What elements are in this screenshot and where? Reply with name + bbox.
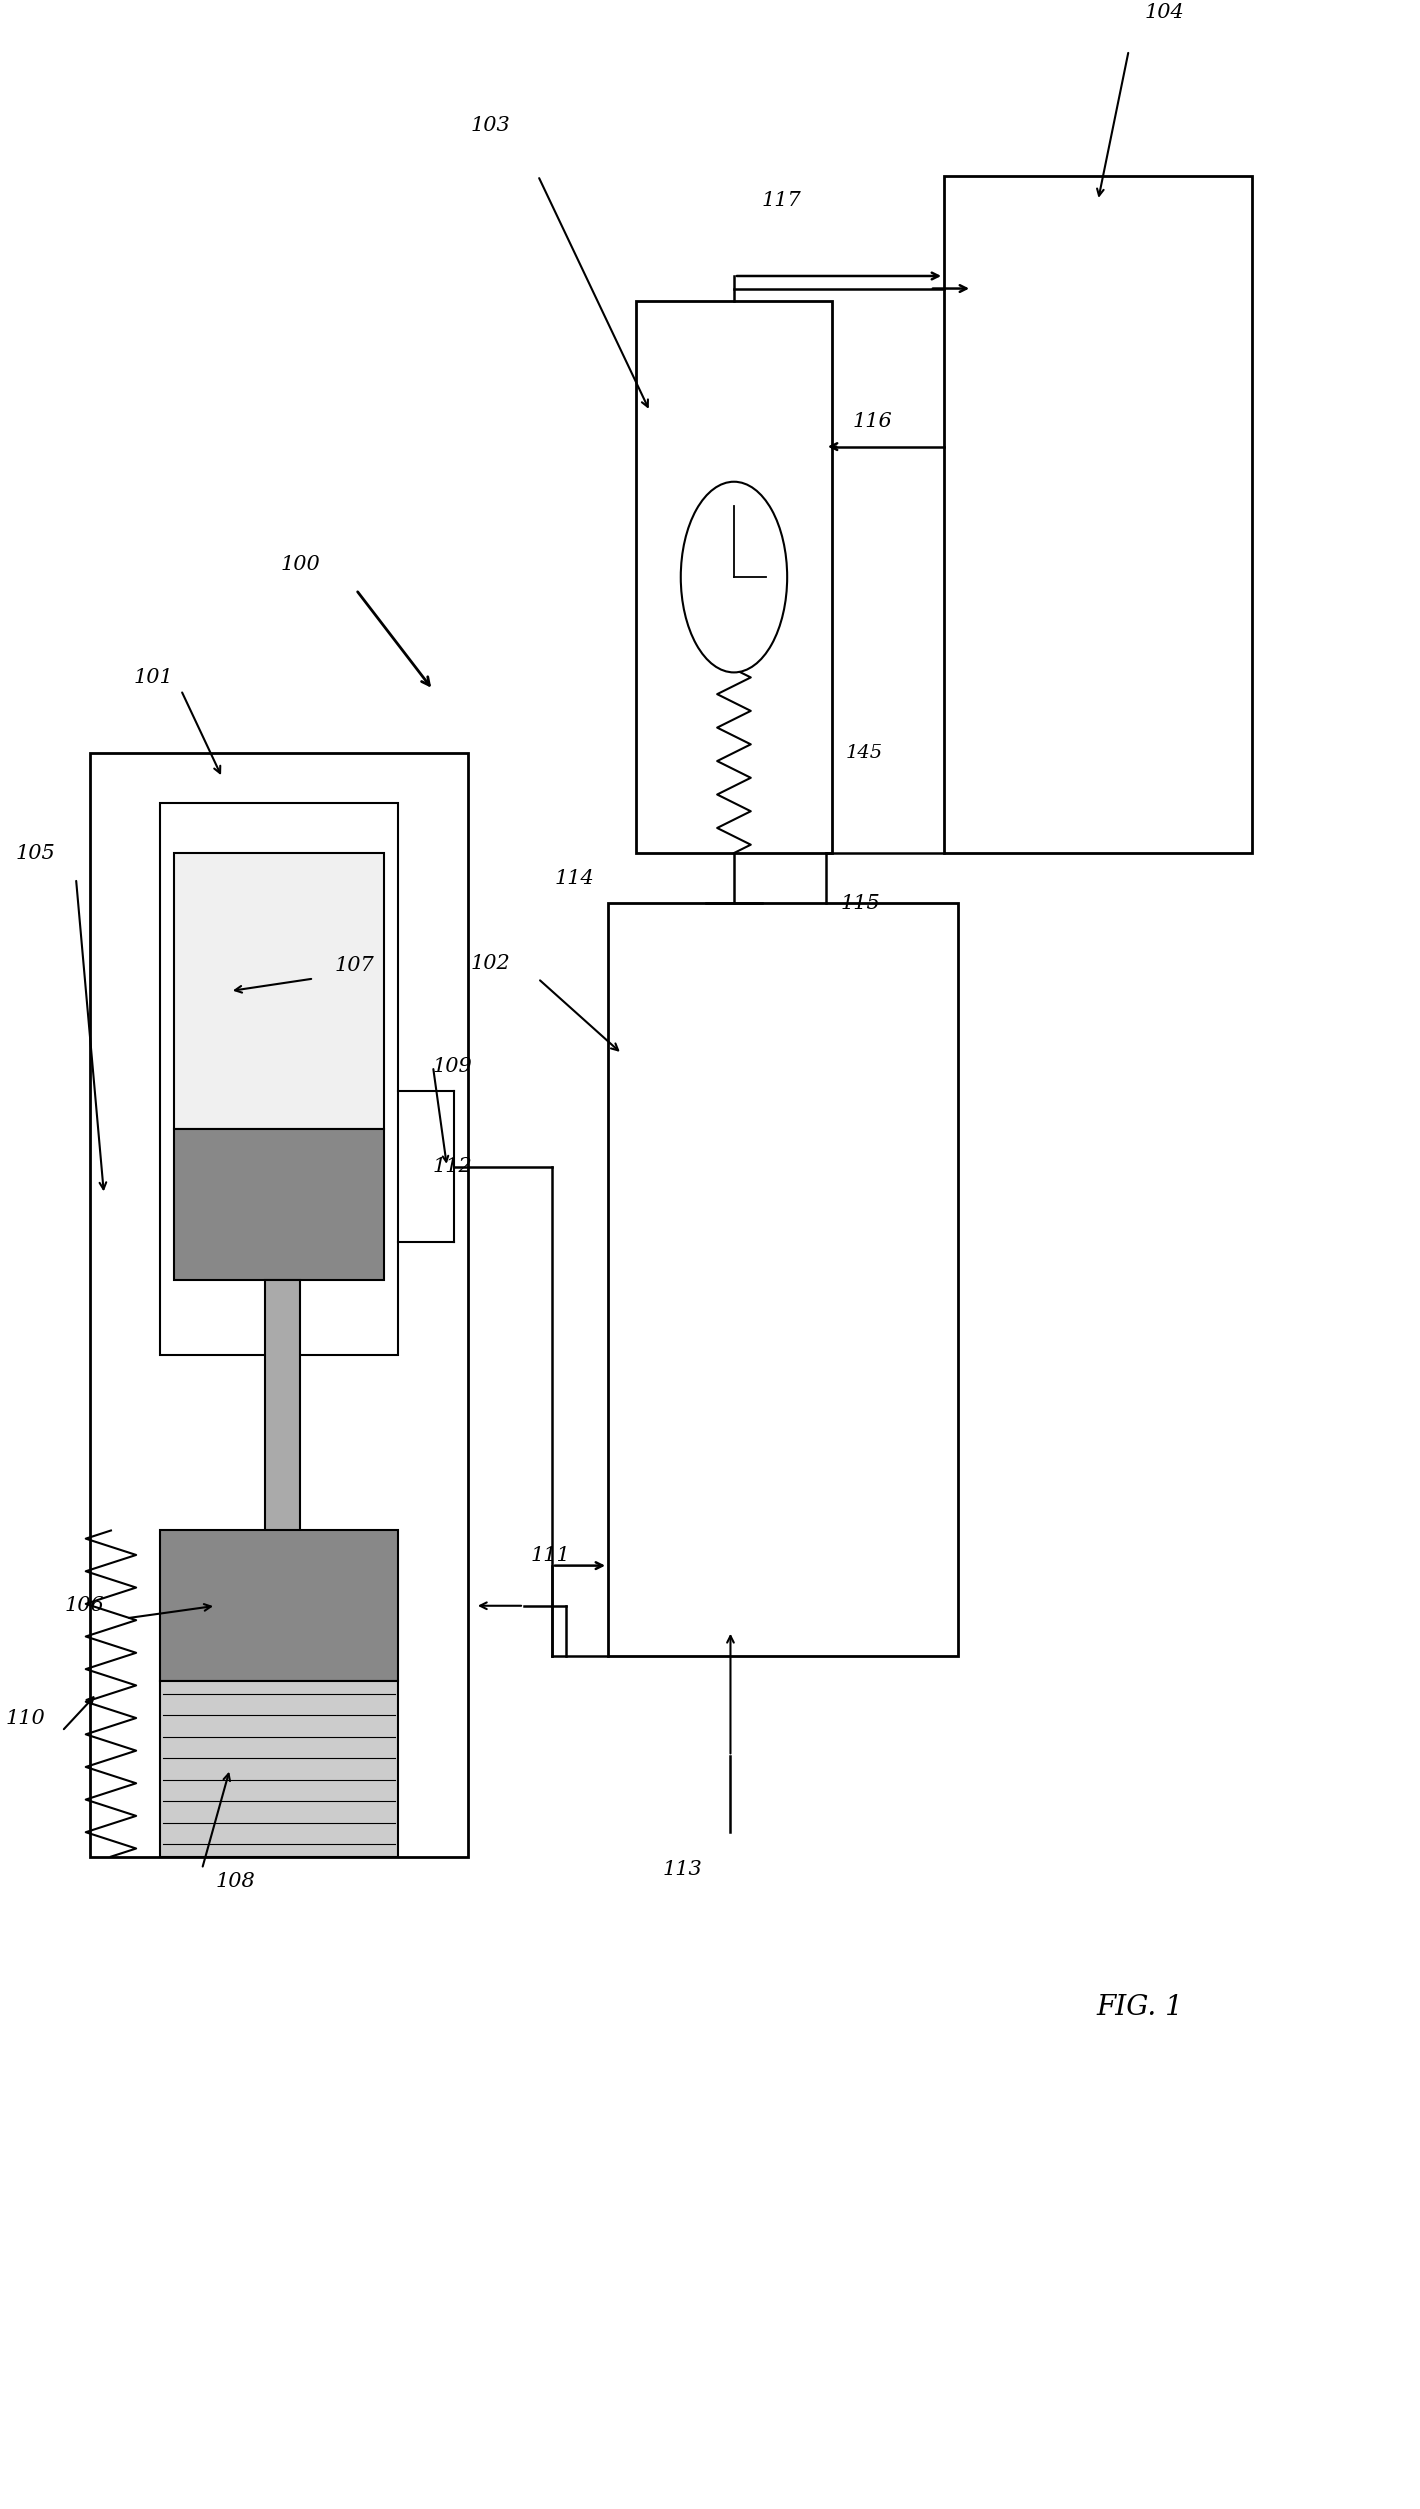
Circle shape — [680, 482, 787, 672]
Bar — [160, 1681, 398, 1857]
Text: 112: 112 — [433, 1157, 473, 1177]
Text: 105: 105 — [16, 843, 55, 863]
Text: 110: 110 — [6, 1709, 45, 1729]
Bar — [160, 1530, 398, 1681]
Text: 104: 104 — [1145, 3, 1184, 23]
Text: 116: 116 — [853, 411, 893, 432]
Text: 102: 102 — [470, 953, 510, 973]
Bar — [608, 903, 958, 1656]
Text: 113: 113 — [663, 1859, 703, 1879]
Text: 115: 115 — [841, 893, 880, 913]
Text: FIG. 1: FIG. 1 — [1096, 1995, 1183, 2020]
Text: 107: 107 — [335, 956, 375, 976]
Bar — [173, 853, 383, 1129]
Text: 117: 117 — [763, 191, 802, 211]
Text: 100: 100 — [280, 554, 320, 575]
Text: 114: 114 — [554, 868, 594, 888]
Bar — [89, 753, 469, 1857]
Bar — [636, 301, 832, 853]
Text: 108: 108 — [216, 1872, 256, 1892]
Text: 109: 109 — [433, 1056, 473, 1076]
Text: 106: 106 — [64, 1596, 104, 1616]
Bar — [944, 176, 1252, 853]
Text: 103: 103 — [470, 115, 510, 135]
Text: 101: 101 — [133, 667, 173, 687]
Bar — [266, 1280, 300, 1556]
Text: 145: 145 — [846, 743, 883, 763]
Bar — [173, 1129, 383, 1280]
Text: 111: 111 — [531, 1546, 571, 1566]
Bar — [160, 803, 398, 1355]
